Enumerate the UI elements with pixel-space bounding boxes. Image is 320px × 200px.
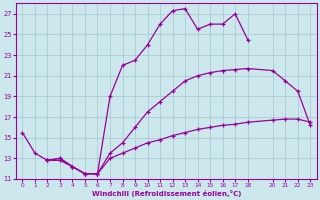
X-axis label: Windchill (Refroidissement éolien,°C): Windchill (Refroidissement éolien,°C) [92,190,241,197]
